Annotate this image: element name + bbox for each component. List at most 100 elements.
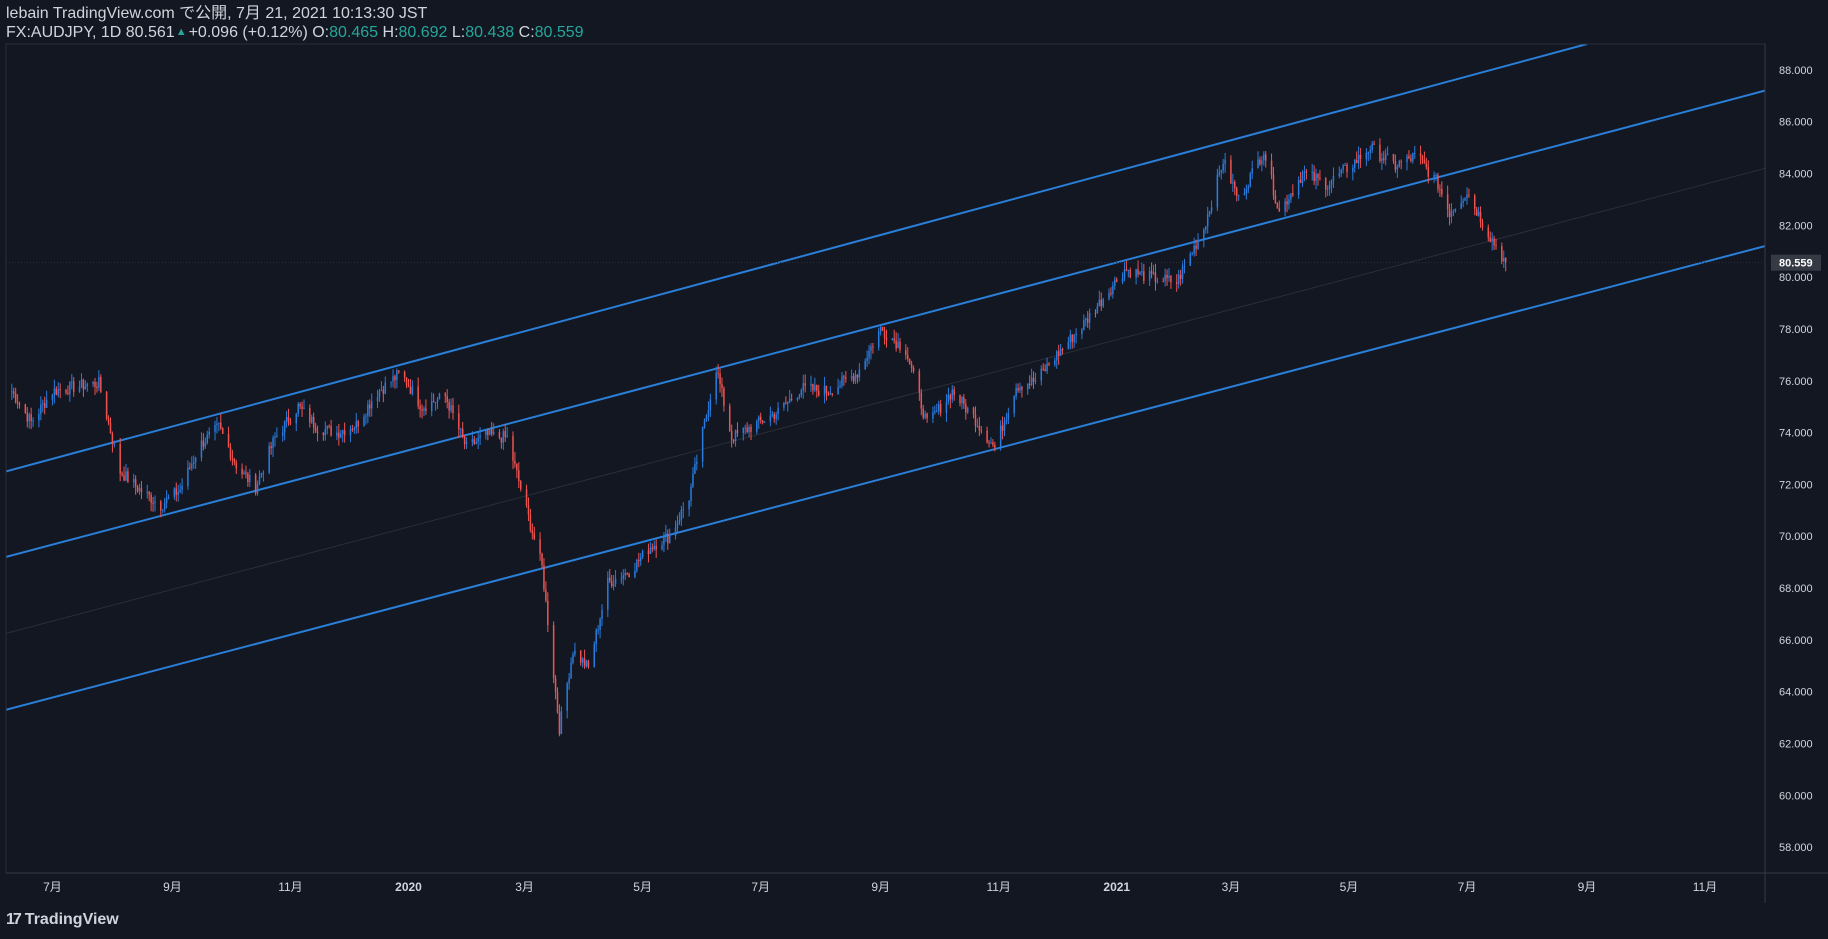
candle-body [1234,181,1236,188]
candle [421,404,423,419]
candle [272,435,274,458]
candle-body [43,403,46,408]
candle [1098,290,1101,307]
candle-body [125,471,127,481]
candle [452,397,454,420]
candle-body [1170,276,1172,283]
candle [438,392,441,400]
candle-body [336,432,338,436]
candle [11,383,13,400]
candle-body [231,458,234,460]
candle [547,592,549,633]
candle-body [1462,200,1464,203]
candle-body [908,359,911,365]
symbol-label[interactable]: FX:AUDJPY, 1D [6,24,122,41]
candle [1108,288,1110,301]
candle [926,412,928,423]
candle-body [610,580,613,587]
candle-body [1073,334,1075,343]
candle [845,370,847,383]
y-tick-label: 60.000 [1779,790,1813,802]
candle [297,401,299,417]
candle-body [1259,159,1261,165]
candle-body [839,385,841,388]
candle [1232,173,1234,192]
candle [866,350,868,368]
channel-lines[interactable] [6,44,1765,711]
candle-body [1125,269,1128,271]
candle-body [558,712,561,735]
candle [487,428,489,441]
candle-body [42,403,44,405]
candle [769,406,772,427]
candle [1450,203,1453,224]
candle-body [338,432,340,438]
candle [554,674,557,700]
candle-body [668,535,671,544]
candle [18,401,21,409]
candle [1491,232,1493,251]
time-axis[interactable]: 7月 9月 11月 2020 3月 5月 7月 9月 11月 2021 3月 5月 7月 9月 11月 [43,880,1717,894]
candle [1383,150,1385,164]
channel-line-upper[interactable] [6,44,1588,473]
candle [51,393,54,406]
candle-body [438,393,441,400]
candle-body [1419,153,1422,157]
candle [1150,262,1153,279]
candle [1379,138,1381,163]
candle [624,568,626,581]
channel-line-middle[interactable] [6,89,1765,558]
candle [326,425,328,435]
candle-body [1156,281,1159,283]
candle [668,528,671,544]
candle [1234,179,1236,196]
candle [1412,152,1414,164]
candle-body [1083,320,1085,330]
candle-body [1352,167,1354,172]
candle-body [322,432,325,436]
candle [790,393,793,402]
candle [525,484,528,508]
candle-body [1412,153,1414,161]
candle [403,370,406,382]
candle [243,469,245,475]
candle-body [1193,245,1195,254]
open-label: O: [312,24,330,41]
candle [1278,200,1281,212]
candle-body [498,431,501,438]
candle-body [1003,421,1006,431]
candle [390,381,392,388]
candle-body [1503,258,1505,262]
candle [721,377,723,397]
candle-body [527,505,530,515]
channel-line-lower[interactable] [6,245,1765,711]
candle-body [1137,269,1139,275]
price-axis[interactable]: 58.000 60.000 62.000 64.000 66.000 68.000 70.0… [6,65,1821,854]
candle [204,437,207,449]
candle [84,380,87,390]
candle [1297,176,1300,199]
candle-body [1493,238,1495,246]
candle [986,426,988,444]
candle-body [220,422,222,429]
candle-body [1100,299,1103,307]
candle [489,428,491,436]
candle [1189,251,1192,266]
candle-body [370,401,373,409]
candle-body [1108,292,1110,300]
candle [136,484,139,493]
candle [405,377,408,389]
candle [504,423,507,442]
candle [1129,267,1132,279]
candle [574,642,576,657]
candle [181,478,183,495]
candle-body [303,408,305,410]
candle [492,423,495,436]
candle-body [154,501,156,504]
candle [160,499,162,518]
candle [667,529,669,550]
candle [109,417,112,434]
candle-body [566,683,568,711]
candle [94,378,96,395]
